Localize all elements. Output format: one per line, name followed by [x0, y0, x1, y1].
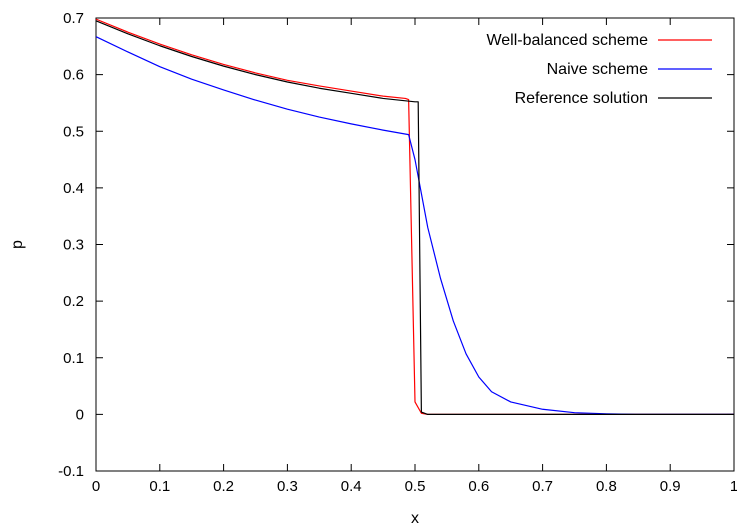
x-tick-label: 0.4: [341, 478, 362, 495]
x-tick-label: 0.7: [532, 478, 553, 495]
y-tick-label: 0.2: [63, 293, 84, 310]
x-tick-label: 0.5: [405, 478, 426, 495]
x-tick-label: 1: [730, 478, 737, 495]
x-tick-label: 0.9: [660, 478, 681, 495]
x-tick-label: 0.1: [149, 478, 170, 495]
legend-label-reference-solution: Reference solution: [515, 90, 648, 107]
y-tick-label: 0.1: [63, 350, 84, 367]
legend: Well-balanced scheme Naive scheme Referenc…: [486, 32, 712, 107]
y-tick-label: 0: [76, 406, 84, 423]
x-tick-label: 0.2: [213, 478, 234, 495]
series-line-reference-solution: [95, 20, 734, 415]
series-line-well-balanced-scheme: [95, 18, 734, 415]
tick-labels: 0 0.1 0.2 0.3 0.4 0.5 0.6 0.7 0.8 0.9 1 -0.1 0 0.1 0.2…: [58, 10, 737, 495]
x-tick-label: 0.3: [277, 478, 298, 495]
y-axis-label: p: [9, 240, 26, 249]
axis-ticks: [95, 17, 735, 472]
y-tick-label: 0.6: [63, 67, 84, 84]
x-tick-label: 0.6: [468, 478, 489, 495]
x-axis-label: x: [411, 510, 419, 527]
series-lines: [95, 18, 734, 415]
series-line-naive-scheme: [95, 36, 734, 415]
y-tick-label: 0.7: [63, 10, 84, 27]
x-tick-label: 0: [92, 478, 100, 495]
legend-label-well-balanced-scheme: Well-balanced scheme: [486, 32, 648, 49]
legend-label-naive-scheme: Naive scheme: [547, 61, 648, 78]
y-tick-label: 0.5: [63, 123, 84, 140]
x-tick-label: 0.8: [596, 478, 617, 495]
y-tick-label: 0.4: [63, 180, 84, 197]
y-tick-label: -0.1: [58, 463, 84, 480]
y-tick-label: 0.3: [63, 237, 84, 254]
